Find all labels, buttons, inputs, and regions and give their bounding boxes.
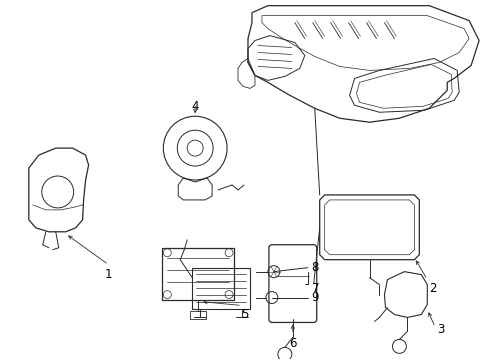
Text: 1: 1 — [104, 268, 112, 281]
Text: 5: 5 — [241, 307, 248, 320]
Bar — [162, 248, 234, 300]
Text: 3: 3 — [436, 323, 444, 336]
Bar — [192, 268, 249, 310]
Text: 2: 2 — [428, 282, 436, 294]
Bar — [190, 311, 206, 319]
Text: 6: 6 — [288, 337, 296, 350]
Text: 7: 7 — [311, 282, 319, 295]
Text: 9: 9 — [311, 291, 319, 304]
Text: 8: 8 — [311, 261, 319, 274]
Text: 4: 4 — [191, 100, 199, 113]
